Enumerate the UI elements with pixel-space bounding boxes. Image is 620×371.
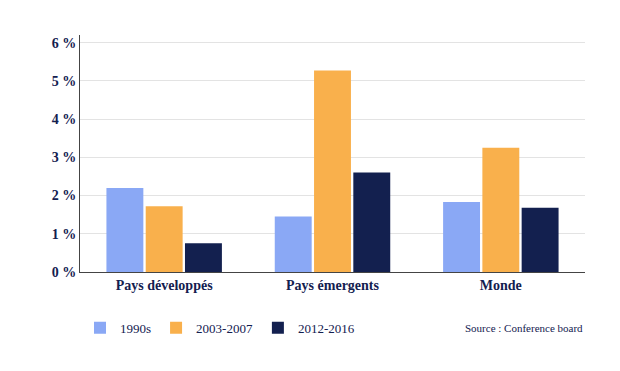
svg-text:2003-2007: 2003-2007 xyxy=(196,321,253,336)
svg-text:Pays émergents: Pays émergents xyxy=(286,278,379,293)
svg-text:2 %: 2 % xyxy=(52,188,77,203)
svg-text:4 %: 4 % xyxy=(52,112,77,127)
svg-text:0 %: 0 % xyxy=(52,265,77,280)
svg-text:5 %: 5 % xyxy=(52,74,77,89)
svg-text:Pays développés: Pays développés xyxy=(116,278,213,293)
svg-text:1 %: 1 % xyxy=(52,227,77,242)
svg-text:2012-2016: 2012-2016 xyxy=(298,321,355,336)
svg-text:1990s: 1990s xyxy=(120,321,151,336)
svg-text:6 %: 6 % xyxy=(52,36,77,51)
svg-text:3 %: 3 % xyxy=(52,150,77,165)
svg-text:Source : Conference board: Source : Conference board xyxy=(465,322,583,334)
svg-text:Monde: Monde xyxy=(480,278,522,293)
